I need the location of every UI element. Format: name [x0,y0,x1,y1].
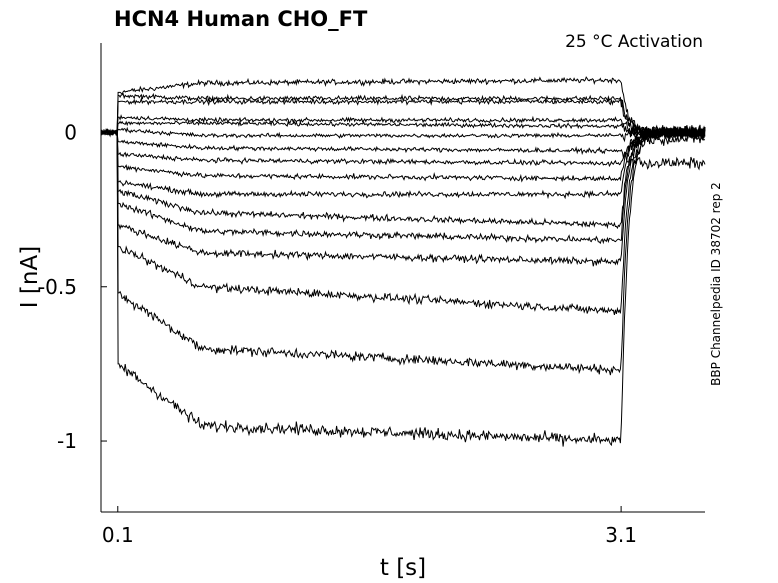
current-trace-6 [100,125,706,143]
chart-title: HCN4 Human CHO_FT [114,7,368,31]
x-tick-label: 0.1 [102,523,134,547]
current-trace-1 [100,76,706,140]
current-trace-2 [100,92,706,140]
y-tick-label: -0.5 [38,275,77,299]
current-trace-10 [100,125,706,200]
current-trace-13 [100,126,706,267]
current-trace-14 [100,126,706,316]
current-trace-12 [100,127,706,245]
y-tick-label: 0 [64,120,77,144]
source-id-label: BBP Channelpedia ID 38702 rep 2 [709,182,723,386]
current-trace-3 [100,97,706,139]
current-trace-4 [100,114,706,141]
current-trace-11 [100,125,706,230]
current-trace-5 [100,119,706,139]
current-trace-7 [100,129,706,171]
x-axis-label: t [s] [380,555,426,581]
tick-group: 0.1 3.1 -1 -0.5 0 [38,120,637,547]
current-trace-9 [100,126,706,183]
condition-label: 25 °C Activation [565,32,703,52]
y-axis-label: I [nA] [17,246,43,308]
current-trace-16 [100,124,706,447]
current-trace-8 [100,128,705,168]
trace-group [100,76,706,447]
current-trace-15 [100,126,706,376]
y-tick-label: -1 [57,429,77,453]
x-tick-label: 3.1 [605,523,637,547]
